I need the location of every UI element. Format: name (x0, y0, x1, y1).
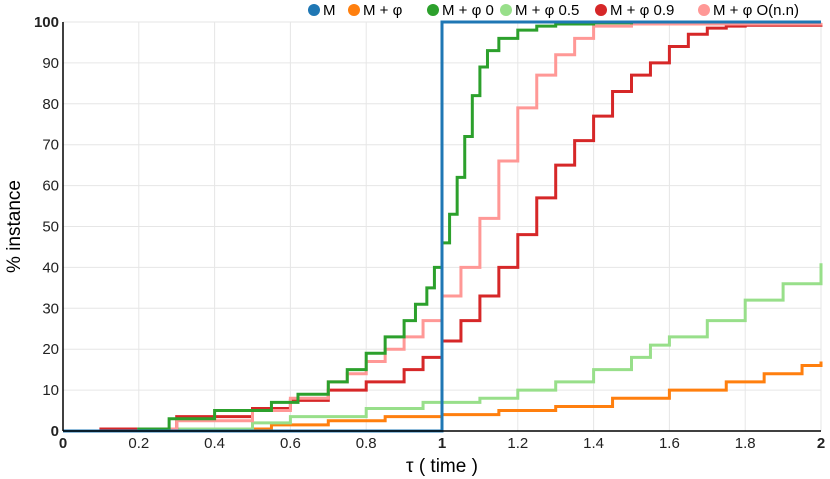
legend-item-4[interactable]: M + φ 0.9 (595, 2, 674, 19)
legend-marker (308, 4, 320, 16)
y-tick-label: 0 (51, 423, 59, 440)
legend-item-5[interactable]: M + φ O(n.n) (698, 2, 799, 19)
y-tick-label: 50 (42, 219, 59, 236)
y-tick-label: 10 (42, 382, 59, 399)
legend-label: M + φ (363, 2, 403, 19)
series-line-2 (63, 20, 821, 433)
tick-labels: 0 0.2 0.4 0.6 0.8 1 1.2 1.4 1.6 1.8 20102030405060… (34, 14, 825, 452)
series-line-3 (63, 263, 823, 433)
x-tick-label: 1.6 (659, 435, 680, 452)
legend-item-0[interactable]: M (308, 2, 336, 19)
y-tick-label: 40 (42, 259, 59, 276)
x-tick-label: 0.6 (280, 435, 301, 452)
y-tick-label: 90 (42, 55, 59, 72)
y-tick-label: 100 (34, 14, 59, 31)
y-axis-label: % instance (4, 180, 25, 273)
legend-marker (427, 4, 439, 16)
series-line-4 (63, 23, 823, 433)
x-axis-label: τ ( time ) (406, 456, 478, 477)
legend-item-1[interactable]: M + φ (348, 2, 403, 19)
x-tick-label: 1.2 (507, 435, 528, 452)
legend-label: M + φ 0.5 (515, 2, 579, 19)
legend-item-2[interactable]: M + φ 0 (427, 2, 494, 19)
chart-legend[interactable]: M M + φ M + φ 0 M + φ 0.5 M + φ 0.9 M + φ O(n… (308, 2, 799, 19)
legend-marker (595, 4, 607, 16)
x-tick-label: 0 (59, 435, 67, 452)
legend-label: M + φ 0 (442, 2, 494, 19)
legend-label: M (323, 2, 336, 19)
x-tick-label: 1 (438, 435, 446, 452)
x-tick-label: 2 (817, 435, 825, 452)
y-tick-label: 70 (42, 137, 59, 154)
x-tick-label: 0.2 (128, 435, 149, 452)
x-tick-label: 0.8 (356, 435, 377, 452)
chart-axes (62, 22, 821, 432)
legend-marker (500, 4, 512, 16)
y-tick-label: 30 (42, 300, 59, 317)
legend-marker (698, 4, 710, 16)
x-tick-label: 1.8 (735, 435, 756, 452)
legend-marker (348, 4, 360, 16)
x-tick-label: 0.4 (204, 435, 225, 452)
x-tick-label: 1.4 (583, 435, 604, 452)
legend-label: M + φ 0.9 (610, 2, 674, 19)
legend-label: M + φ O(n.n) (713, 2, 799, 19)
y-tick-label: 80 (42, 96, 59, 113)
series-line-1 (63, 361, 823, 433)
legend-item-3[interactable]: M + φ 0.5 (500, 2, 579, 19)
y-tick-label: 20 (42, 341, 59, 358)
y-tick-label: 60 (42, 178, 59, 195)
